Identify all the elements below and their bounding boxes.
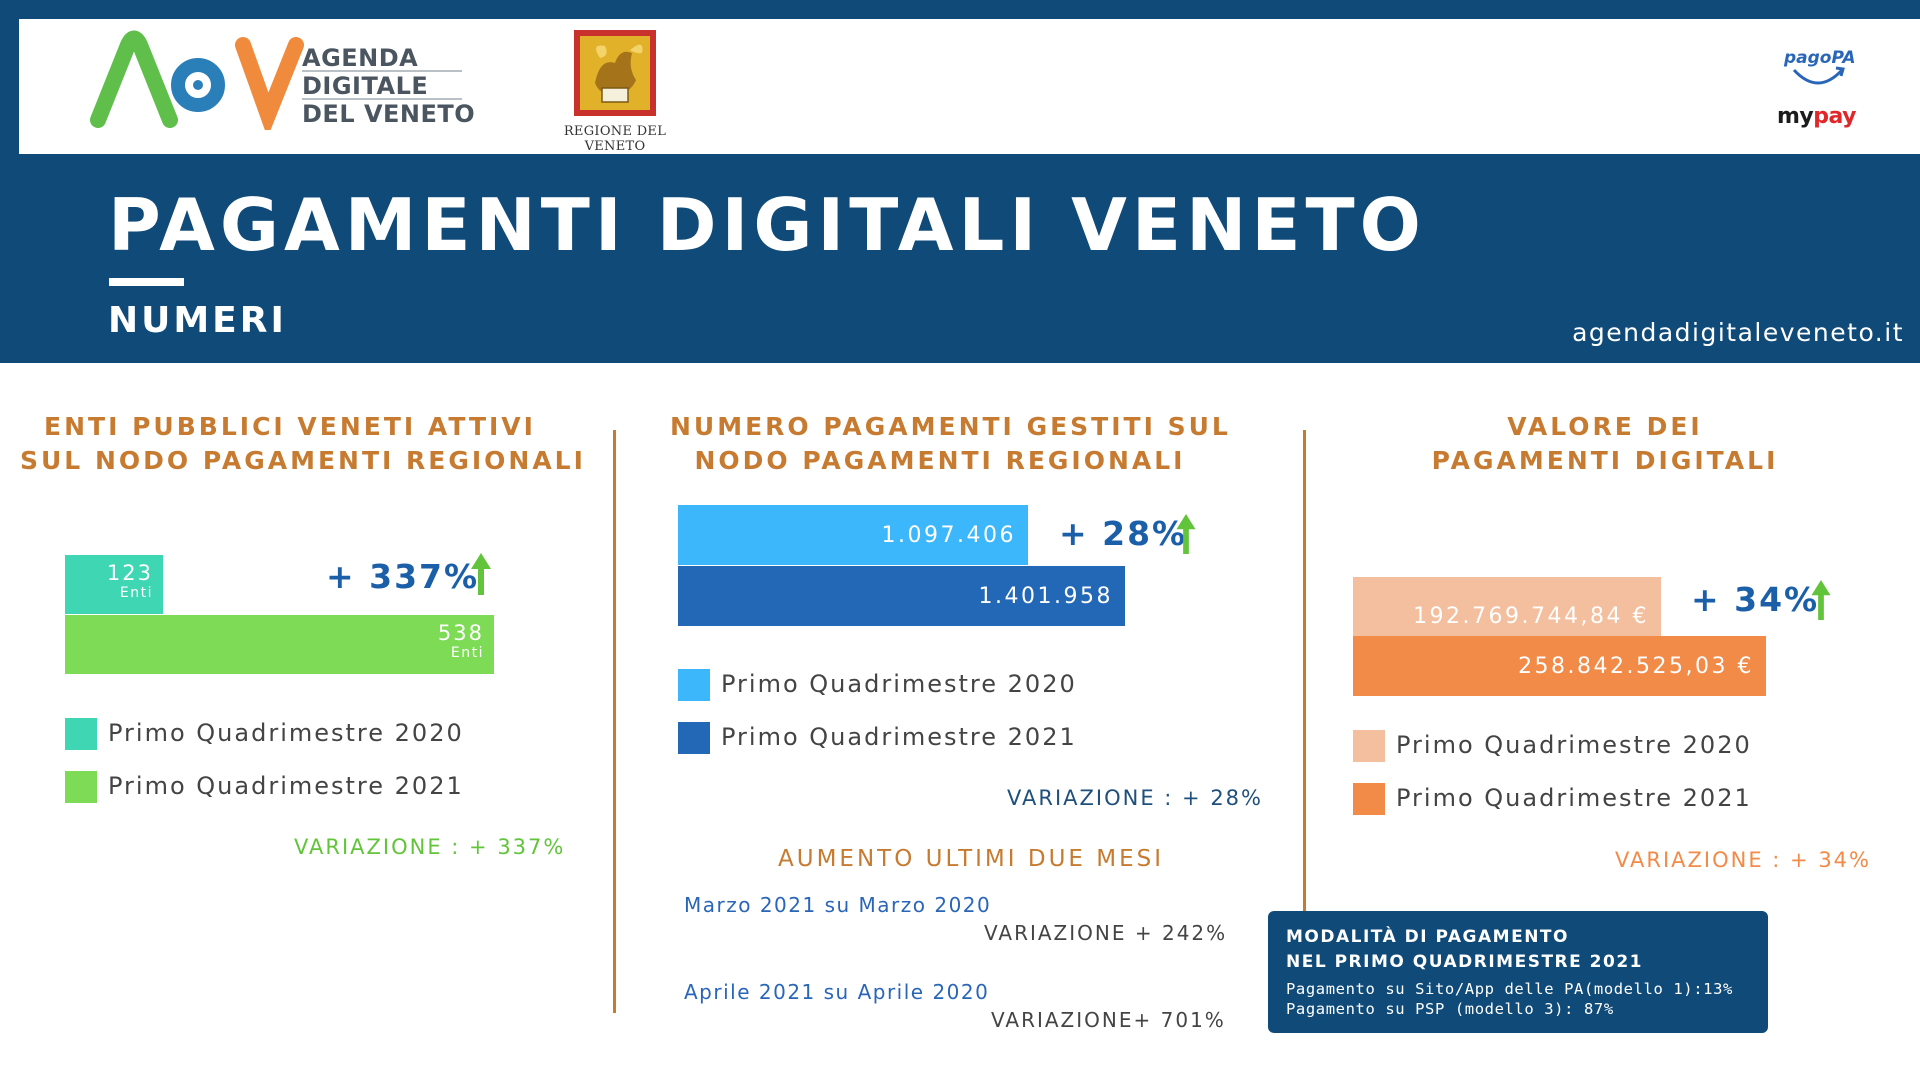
payment-mode-title-line-1: MODALITÀ DI PAGAMENTO — [1286, 927, 1569, 947]
legend-label: Primo Quadrimestre 2021 — [1396, 784, 1752, 812]
bar-2020: 123 Enti — [65, 555, 163, 614]
increase-row-label: Aprile 2021 su Aprile 2020 — [684, 980, 990, 1004]
logo-strip — [19, 19, 1920, 154]
bar-2020: 1.097.406 — [678, 505, 1028, 565]
payments-chart-title-line-1: NUMERO PAGAMENTI GESTITI SUL — [670, 412, 1231, 441]
site-url: agendadigitaleveneto.it — [1572, 318, 1904, 347]
mypay-logo-pay: pay — [1813, 104, 1857, 129]
value-chart-title-line-2: PAGAMENTI DIGITALI — [1431, 446, 1779, 475]
enti-chart-title: ENTI PUBBLICI VENETI ATTIVI SUL NODO PAG… — [20, 410, 586, 478]
payments-variation-label: VARIAZIONE : + 28% — [1007, 786, 1263, 810]
legend-swatch — [1353, 783, 1385, 815]
enti-chart-title-line-1: ENTI PUBBLICI VENETI ATTIVI — [44, 412, 536, 441]
enti-chart-title-line-2: SUL NODO PAGAMENTI REGIONALI — [20, 446, 586, 475]
value-variation-label: VARIAZIONE : + 34% — [1615, 848, 1871, 872]
enti-change-label: + 337% — [326, 557, 480, 596]
increase-row-variation: VARIAZIONE+ 701% — [991, 1008, 1226, 1032]
payment-mode-line: Pagamento su Sito/App delle PA(modello 1… — [1286, 980, 1733, 998]
payments-chart-title-line-2: NODO PAGAMENTI REGIONALI — [694, 446, 1186, 475]
bar-value-label: 123 — [106, 561, 153, 585]
region-caption: REGIONE DEL VENETO — [563, 124, 667, 154]
legend-swatch — [678, 669, 710, 701]
enti-variation-label: VARIAZIONE : + 337% — [294, 835, 566, 859]
column-divider — [613, 430, 616, 1013]
bar-unit-label: Enti — [450, 645, 484, 661]
value-change-label: + 34% — [1691, 580, 1820, 619]
arrow-up-icon — [1811, 580, 1831, 620]
bar-value-label: 538 — [437, 621, 484, 645]
adv-text-line-2: DIGITALE — [302, 72, 429, 100]
legend-swatch — [678, 722, 710, 754]
bar-2020: 192.769.744,84 € — [1353, 577, 1661, 636]
legend-label: Primo Quadrimestre 2020 — [1396, 731, 1752, 759]
adv-text-line-1: AGENDA — [302, 44, 419, 72]
arrow-up-icon — [471, 553, 491, 595]
page-title: PAGAMENTI DIGITALI VENETO — [108, 183, 1426, 267]
pagopa-logo: pagoPA — [1784, 48, 1856, 68]
bar-2021: 538 Enti — [65, 615, 494, 674]
title-rule — [109, 278, 184, 286]
mypay-logo: mypay — [1777, 104, 1857, 129]
adv-rule — [302, 98, 462, 100]
legend-swatch — [65, 718, 97, 750]
payment-mode-line: Pagamento su PSP (modello 3): 87% — [1286, 1000, 1614, 1018]
payment-mode-title-line-2: NEL PRIMO QUADRIMESTRE 2021 — [1286, 952, 1643, 972]
increase-row-label: Marzo 2021 su Marzo 2020 — [684, 893, 992, 917]
value-chart-title: VALORE DEI PAGAMENTI DIGITALI — [1340, 410, 1870, 478]
payments-change-label: + 28% — [1059, 514, 1188, 553]
increase-title: AUMENTO ULTIMI DUE MESI — [778, 846, 1165, 872]
adv-text-line-3: DEL VENETO — [302, 100, 476, 128]
bar-value-label: 1.401.958 — [978, 583, 1113, 609]
mypay-logo-my: my — [1777, 104, 1814, 129]
bar-2021: 1.401.958 — [678, 566, 1125, 626]
legend-label: Primo Quadrimestre 2020 — [108, 719, 464, 747]
legend-swatch — [1353, 730, 1385, 762]
legend-label: Primo Quadrimestre 2021 — [721, 723, 1077, 751]
payments-chart-title: NUMERO PAGAMENTI GESTITI SUL NODO PAGAME… — [670, 410, 1231, 478]
adv-logo — [90, 30, 304, 130]
page-subtitle: NUMERI — [108, 300, 287, 341]
bar-2021: 258.842.525,03 € — [1353, 636, 1766, 696]
bar-value-label: 1.097.406 — [881, 522, 1016, 548]
bar-value-label: 192.769.744,84 € — [1413, 604, 1649, 629]
lion-crest-icon — [574, 30, 656, 116]
legend-swatch — [65, 771, 97, 803]
adv-text: AGENDA DIGITALE DEL VENETO — [302, 44, 475, 128]
pagopa-arc-icon — [1792, 66, 1845, 85]
bar-unit-label: Enti — [119, 585, 153, 601]
bar-value-label: 258.842.525,03 € — [1518, 653, 1754, 679]
legend-label: Primo Quadrimestre 2020 — [721, 670, 1077, 698]
column-divider — [1303, 430, 1306, 938]
value-chart-title-line-1: VALORE DEI — [1507, 412, 1703, 441]
increase-row-variation: VARIAZIONE + 242% — [984, 921, 1228, 945]
adv-rule — [302, 70, 462, 72]
arrow-up-icon — [1176, 514, 1196, 554]
legend-label: Primo Quadrimestre 2021 — [108, 772, 464, 800]
payment-mode-box: MODALITÀ DI PAGAMENTO NEL PRIMO QUADRIME… — [1268, 911, 1768, 1033]
